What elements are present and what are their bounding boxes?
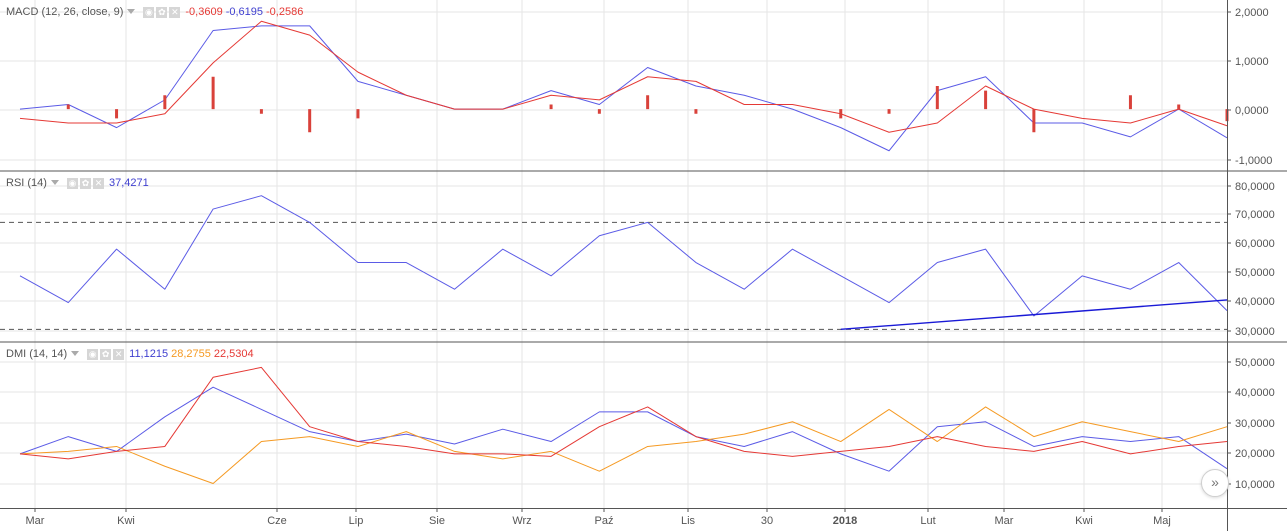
y-tick-label: 80,0000 [1235,181,1275,193]
x-tick-label: Mar [26,515,45,527]
y-tick-label: 40,0000 [1235,387,1275,399]
x-tick-label: Mar [995,515,1014,527]
x-tick-label: Wrz [512,515,531,527]
eye-icon[interactable]: ◉ [87,348,99,360]
series-line-2-1 [19,406,1228,485]
caret-down-icon[interactable] [127,9,136,15]
trend-line[interactable] [840,299,1228,331]
caret-down-icon[interactable] [71,351,80,357]
x-tick-label: Kwi [117,515,135,527]
y-tick-label: 50,0000 [1235,357,1275,369]
caret-down-icon[interactable] [50,180,59,186]
indicator-value: 11,1215 [129,348,169,360]
pane-legend-dmi[interactable]: DMI (14, 14) ◉ ✿ ✕ 11,1215 28,2755 22,5304 [6,348,254,360]
pane-legend-macd[interactable]: MACD (12, 26, close, 9) ◉ ✿ ✕ -0,3609 -0,6195… [6,6,303,18]
y-tick-label: -1,0000 [1235,155,1272,167]
y-tick-label: 2,0000 [1235,7,1269,19]
price-axis: 2,0000 1,0000 0,0000 -1,0000 80,0000 70,0000 6… [1227,7,1275,491]
grid-layer [0,0,1227,508]
indicator-name[interactable]: MACD (12, 26, close, 9) [6,6,124,18]
eye-icon[interactable]: ◉ [66,177,78,189]
time-axis: Mar Kwi Cze Lip Sie Wrz Paź Lis 30 2018 Lut Mar Kwi M… [26,508,1171,527]
close-icon[interactable]: ✕ [92,177,104,189]
x-tick-label: 30 [761,515,773,527]
x-tick-label: Maj [1153,515,1171,527]
indicator-value: 28,2755 [171,348,211,360]
scroll-to-realtime-button[interactable]: » [1201,469,1229,497]
y-tick-label: 0,0000 [1235,105,1269,117]
series-line-1-0 [19,195,1228,317]
indicator-value: -0,3609 [185,6,223,18]
y-tick-label: 30,0000 [1235,418,1275,430]
x-tick-label: 2018 [833,515,857,527]
y-tick-label: 40,0000 [1235,296,1275,308]
x-tick-label: Cze [267,515,287,527]
indicator-name[interactable]: RSI (14) [6,177,47,189]
x-tick-label: Paź [595,515,614,527]
gear-icon[interactable]: ✿ [79,177,91,189]
y-tick-label: 1,0000 [1235,56,1269,68]
series-line-2-0 [19,386,1228,472]
double-chevron-right-icon: » [1211,474,1219,490]
pane-legend-rsi[interactable]: RSI (14) ◉ ✿ ✕ 37,4271 [6,177,149,189]
x-tick-label: Lut [920,515,935,527]
indicator-value: 37,4271 [108,177,149,189]
indicator-value: -0,2586 [266,6,304,18]
y-tick-label: 20,0000 [1235,448,1275,460]
y-tick-label: 60,0000 [1235,238,1275,250]
indicator-value: 22,5304 [213,348,254,360]
close-icon[interactable]: ✕ [113,348,125,360]
y-tick-label: 50,0000 [1235,267,1275,279]
indicator-name[interactable]: DMI (14, 14) [6,348,68,360]
x-tick-label: Lip [349,515,364,527]
eye-icon[interactable]: ◉ [143,6,155,18]
y-tick-label: 10,0000 [1235,479,1275,491]
close-icon[interactable]: ✕ [169,6,181,18]
x-tick-label: Lis [681,515,696,527]
y-tick-label: 70,0000 [1235,209,1275,221]
series-line-2-2 [19,366,1228,460]
indicator-value: -0,6195 [225,6,263,18]
gear-icon[interactable]: ✿ [156,6,168,18]
series-line-0-1 [19,20,1228,133]
x-tick-label: Sie [429,515,445,527]
y-tick-label: 30,0000 [1235,326,1275,338]
x-tick-label: Kwi [1075,515,1093,527]
series-line-0-0 [19,25,1228,152]
gear-icon[interactable]: ✿ [100,348,112,360]
series-layer [0,20,1229,485]
